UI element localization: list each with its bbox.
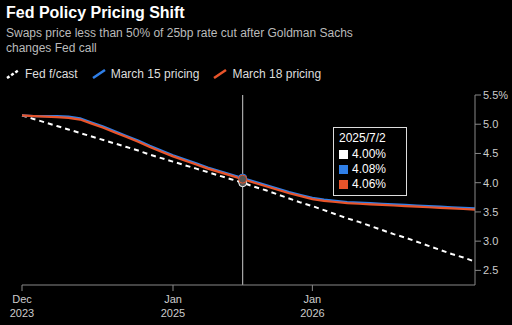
html-text:March 18 pricing: March 18 pricing [232,67,322,81]
html-text:Fed f/cast: Fed f/cast [25,67,78,81]
svg-text:5.0: 5.0 [483,118,498,130]
html-text:4.06%: 4.06% [352,177,386,191]
svg-text:2.5: 2.5 [483,264,498,276]
svg-text:3.0: 3.0 [483,235,498,247]
svg-text:4.0: 4.0 [483,177,498,189]
svg-text:5.5%: 5.5% [483,89,504,101]
html-text:4.00%: 4.00% [352,147,386,161]
html-text:March 15 pricing: March 15 pricing [110,67,200,81]
svg-text:4.5: 4.5 [483,147,498,159]
html-text:2025/7/2: 2025/7/2 [339,131,386,145]
html-text:Fed Policy Pricing Shift: Fed Policy Pricing Shift [6,4,185,21]
svg-text:Jan2026: Jan2026 [300,293,324,319]
svg-text:Dec2023: Dec2023 [10,293,34,319]
svg-text:Jan2025: Jan2025 [161,293,185,319]
svg-text:3.5: 3.5 [483,206,498,218]
html-text:Swaps price less than 50% of 2: Swaps price less than 50% of 25bp rate c… [6,26,353,55]
html-text:4.08%: 4.08% [352,162,386,176]
